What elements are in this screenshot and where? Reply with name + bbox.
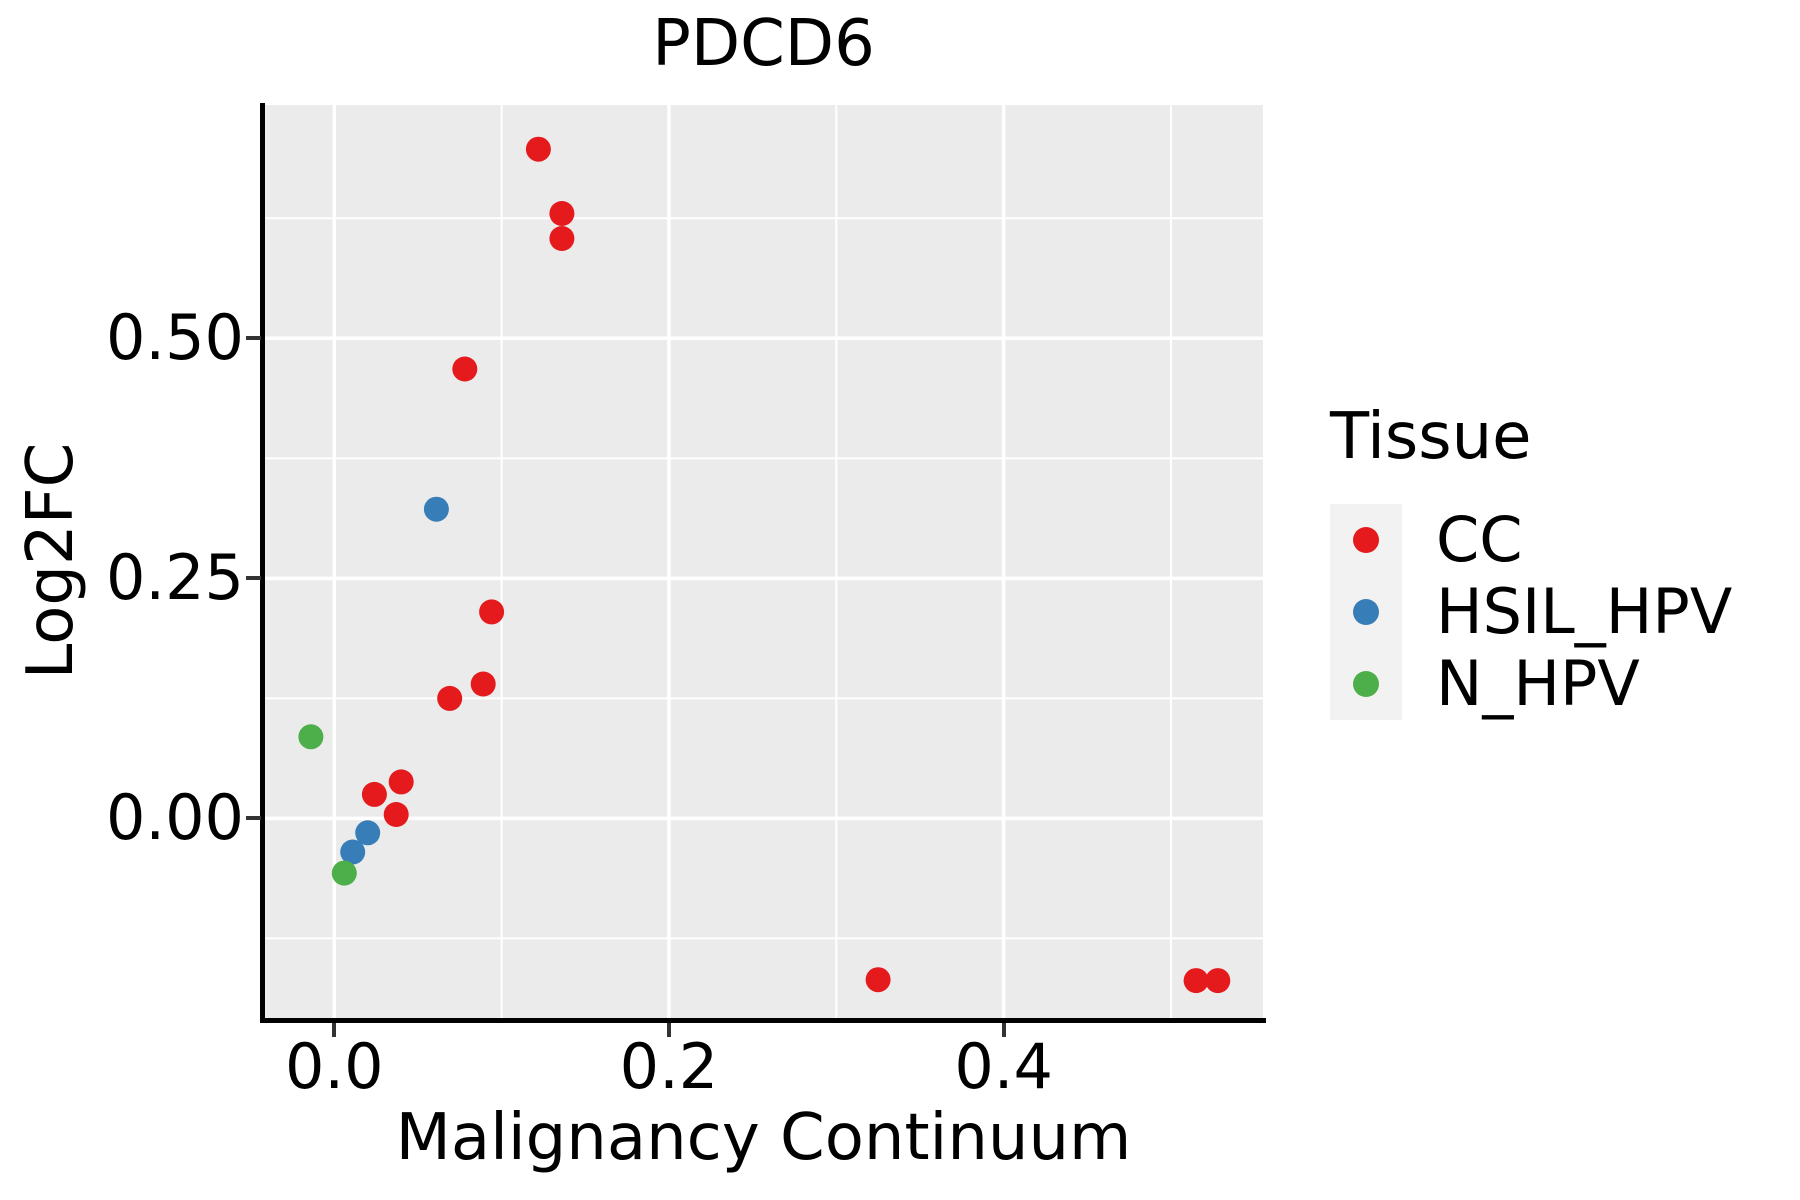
y-tick-mark	[246, 816, 261, 821]
x-tick-mark	[1001, 1023, 1006, 1037]
legend-item-n_hpv: N_HPV	[1330, 648, 1732, 720]
data-point-cc	[452, 356, 478, 382]
legend-key	[1330, 504, 1402, 576]
legend-key	[1330, 648, 1402, 720]
legend-item-label: N_HPV	[1436, 647, 1640, 720]
x-tick-mark	[666, 1023, 671, 1037]
x-axis-title: Malignancy Continuum	[395, 1101, 1132, 1175]
y-tick-mark	[246, 576, 261, 581]
chart-title: PDCD6	[652, 7, 875, 81]
x-tick-label: 0.0	[284, 1030, 384, 1103]
data-point-n_hpv	[331, 860, 357, 886]
legend-item-cc: CC	[1330, 504, 1732, 576]
data-point-cc	[470, 671, 496, 697]
y-tick-label: 0.25	[105, 541, 244, 615]
legend-title: Tissue	[1330, 400, 1532, 474]
legend-dot-hsil_hpv	[1353, 599, 1379, 625]
legend-item-label: CC	[1436, 503, 1523, 576]
plot-panel	[264, 105, 1263, 1020]
y-tick-mark	[246, 336, 261, 341]
legend: Tissue CC HSIL_HPV N_HPV	[1330, 405, 1732, 720]
y-axis-line	[260, 103, 265, 1023]
y-tick-label: 0.50	[105, 301, 244, 375]
legend-dot-cc	[1353, 527, 1379, 553]
x-tick-label: 0.4	[954, 1030, 1053, 1103]
data-point-cc	[437, 685, 463, 711]
data-point-cc	[1205, 968, 1231, 994]
data-point-cc	[525, 136, 551, 162]
data-point-hsil_hpv	[340, 839, 366, 865]
legend-item-label: HSIL_HPV	[1436, 575, 1733, 648]
data-point-hsil_hpv	[423, 496, 449, 522]
x-tick-mark	[332, 1023, 337, 1037]
x-tick-label: 0.2	[619, 1030, 719, 1103]
legend-key	[1330, 576, 1402, 648]
data-point-hsil_hpv	[355, 820, 381, 846]
plot-svg	[264, 105, 1263, 1020]
data-point-cc	[865, 967, 891, 993]
data-point-cc	[479, 599, 505, 625]
data-point-cc	[361, 781, 387, 807]
data-point-cc	[388, 769, 414, 795]
data-point-cc	[549, 201, 575, 226]
legend-dot-n_hpv	[1353, 671, 1379, 697]
x-axis-line	[260, 1018, 1266, 1023]
data-point-n_hpv	[298, 724, 324, 750]
data-point-cc	[1183, 968, 1209, 994]
y-tick-label: 0.00	[105, 781, 244, 855]
data-point-cc	[549, 226, 575, 251]
data-point-cc	[383, 802, 409, 827]
legend-item-hsil_hpv: HSIL_HPV	[1330, 576, 1732, 648]
legend-items: CC HSIL_HPV N_HPV	[1330, 504, 1732, 720]
